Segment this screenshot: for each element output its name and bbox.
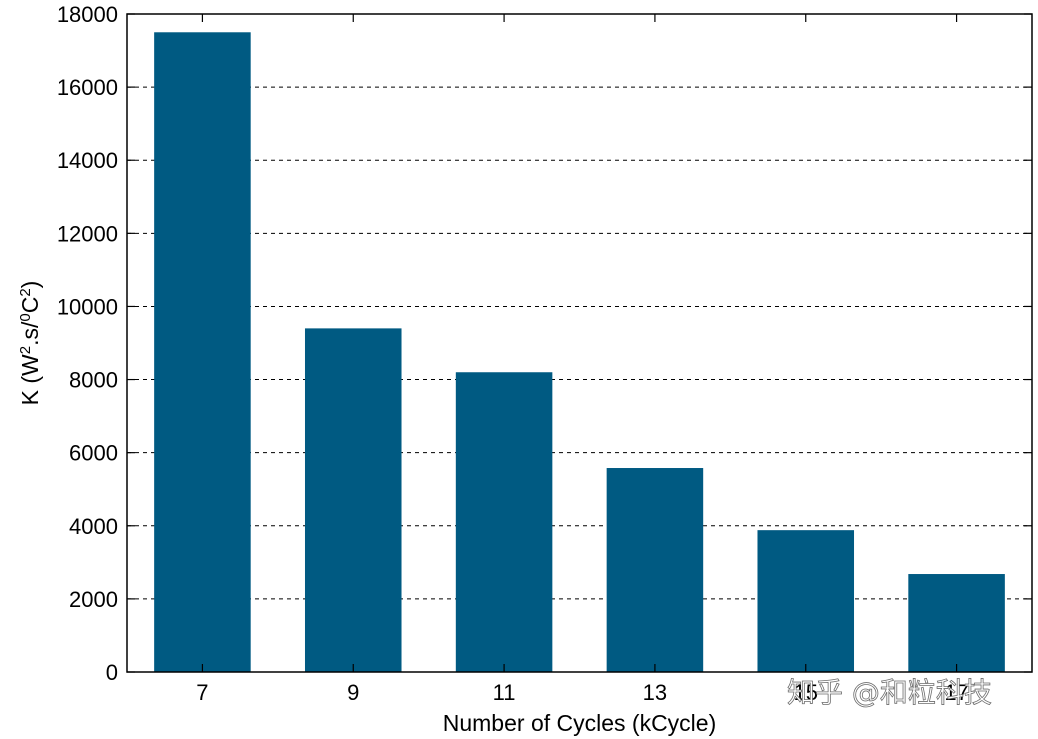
y-axis-label-mid: .s/ — [17, 321, 43, 346]
x-tick-label-15: 15 — [794, 680, 818, 705]
y-tick-label: 18000 — [57, 2, 118, 27]
y-axis-label-end: ) — [17, 281, 43, 289]
x-tick-label-17: 17 — [944, 680, 968, 705]
y-axis-label-sup3: 2 — [17, 288, 34, 296]
y-axis-label-sup1: 2 — [17, 346, 34, 354]
y-axis-label: K (W2.s/0C2) — [17, 281, 44, 406]
bars — [154, 32, 1005, 673]
y-tick-label: 2000 — [69, 587, 118, 612]
y-tick-label: 12000 — [57, 221, 118, 246]
y-tick-label: 6000 — [69, 441, 118, 466]
bar-9 — [304, 328, 402, 672]
y-axis-label-mid2: C — [17, 297, 43, 314]
y-axis-label-base: K (W — [17, 354, 43, 405]
plot-frame — [126, 13, 1033, 673]
y-tick-label: 0 — [106, 660, 118, 685]
bar-15 — [757, 530, 855, 672]
bar-7 — [154, 32, 251, 673]
y-tick-label: 10000 — [57, 294, 118, 319]
x-tick-label-7: 7 — [196, 680, 208, 705]
x-tick-label-9: 9 — [347, 680, 359, 705]
y-tick-label: 16000 — [57, 75, 118, 100]
watermark-text: 知乎 @和粒科技 — [787, 676, 992, 709]
y-axis-ticks: 0 2000 4000 6000 8000 10000 12000 14000 16000 180… — [57, 2, 1032, 685]
x-axis-ticks: 7 9 11 13 15 17 — [196, 14, 969, 705]
x-tick-label-11: 11 — [493, 680, 516, 705]
y-tick-label: 8000 — [69, 368, 118, 393]
x-axis-label: Number of Cycles (kCycle) — [443, 710, 717, 736]
y-tick-label: 14000 — [57, 148, 118, 173]
gridlines — [127, 86, 1032, 600]
bar-13 — [606, 468, 704, 672]
y-axis-label-sup2: 0 — [17, 313, 34, 321]
bar-11 — [455, 372, 553, 672]
bar-17 — [908, 574, 1005, 672]
y-tick-label: 4000 — [69, 514, 118, 539]
x-tick-label-13: 13 — [643, 680, 667, 705]
